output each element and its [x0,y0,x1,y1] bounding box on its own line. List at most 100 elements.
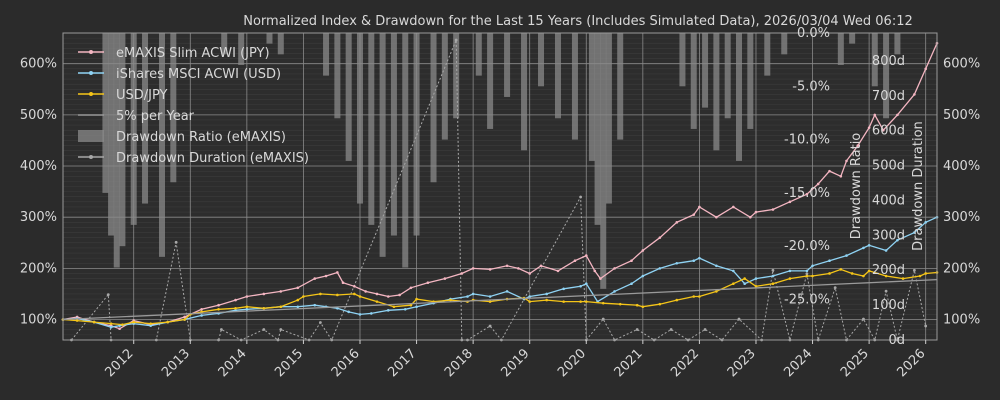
drawdown-ratio-bar [390,33,397,236]
series-point [324,274,328,278]
drawdown-ratio-bar [617,33,624,140]
series-point [370,312,373,315]
series-point [771,208,775,211]
y-tick-right: 400% [943,159,980,174]
series-point [613,267,616,270]
series-point [788,200,792,204]
drawdown-duration-point [703,328,707,331]
series-point [296,298,300,302]
drawdown-duration-point [454,38,458,42]
drawdown-duration-point [862,317,865,321]
series-point [788,277,792,280]
drawdown-duration-point [262,328,266,331]
legend-label: Drawdown Duration (eMAXIS) [116,151,309,166]
series-point [545,298,548,302]
drawdown-duration-tick: 500d [872,159,905,174]
drawdown-ratio-bar [588,33,595,161]
drawdown-duration-point [318,321,322,324]
drawdown-ratio-tick: -15.0% [784,186,830,201]
series-point [732,205,735,209]
y-tick-left: 200% [20,261,57,276]
series-line [62,42,938,330]
series-point [403,308,407,311]
drawdown-ratio-bar [747,33,754,129]
series-point [562,300,565,303]
drawdown-ratio-bar [702,33,709,108]
series-point [698,256,701,260]
drawdown-ratio-bar [453,33,460,119]
drawdown-duration-point [805,272,809,276]
series-point [754,277,758,280]
drawdown-ratio-axis-label: Drawdown Ratio [849,133,864,240]
drawdown-duration-point [912,268,916,272]
series-point [896,113,899,117]
series-point [245,305,249,309]
drawdown-ratio-tick: -25.0% [784,292,830,307]
series-point [675,221,679,224]
series-point [675,298,679,302]
drawdown-ratio-bar [894,33,901,55]
series-line [62,278,938,321]
drawdown-duration-point [488,324,492,328]
series-point [409,286,413,290]
series-point [618,302,622,306]
series-point [353,284,356,288]
drawdown-duration-point [833,286,837,290]
series-point [698,205,701,209]
legend-swatch-dot [89,92,93,96]
series-point [839,174,843,178]
x-tick-label: 2016 [329,346,363,380]
series-point [816,182,820,186]
series-point [415,305,418,309]
series-point [715,264,718,268]
series-point [517,267,520,270]
series-point [845,159,848,163]
drawdown-ratio-bar [600,33,607,289]
series-point [749,215,752,219]
drawdown-ratio-bar [221,33,228,55]
series-point [884,249,888,252]
y-tick-right: 200% [943,261,980,276]
x-tick-label: 2025 [838,346,872,380]
series-point [279,305,283,309]
series-point [856,144,860,147]
series-point [913,93,916,96]
drawdown-duration-tick: 100d [872,298,905,313]
series-point [641,305,645,309]
drawdown-ratio-bar [142,33,149,204]
drawdown-duration-point [174,240,178,244]
series-point [149,324,152,327]
drawdown-ratio-bar [475,33,482,76]
series-point [828,272,831,275]
drawdown-ratio-bar [571,33,578,140]
x-tick-label: 2022 [668,346,702,380]
drawdown-ratio-bar [736,33,743,161]
series-point [528,295,531,298]
series-point [279,290,283,293]
drawdown-duration-tick: 600d [872,124,905,139]
series-point [715,215,718,219]
series-point [109,322,113,325]
series-point [375,292,379,296]
drawdown-duration-tick: 300d [872,228,905,243]
series-point [505,264,509,268]
series-point [415,297,418,301]
series-point [92,320,96,324]
drawdown-duration-point [669,328,673,331]
series-point [584,254,588,257]
series-point [881,128,885,132]
drawdown-ratio-bar [158,33,165,257]
series-point [805,274,809,278]
series-point [234,306,237,310]
series-point [573,259,577,262]
y-tick-right: 500% [943,108,980,123]
series-point [579,300,582,303]
series-point [867,244,871,247]
drawdown-duration-point [106,293,110,297]
series-point [109,325,113,329]
series-point [828,169,831,173]
y-tick-left: 500% [20,108,57,123]
drawdown-duration-tick: 800d [872,54,905,69]
series-point [658,267,662,270]
